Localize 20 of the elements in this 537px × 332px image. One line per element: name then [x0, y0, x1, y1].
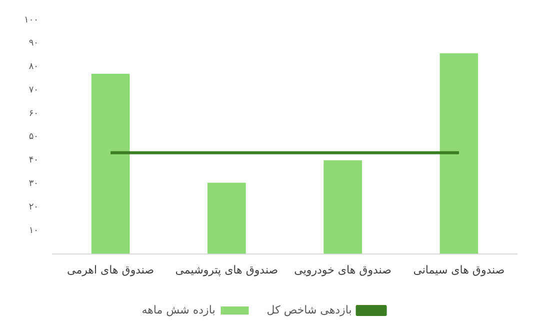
- y-tick-label: ۹۰: [28, 38, 38, 49]
- legend-label: بازده شش ماهه: [142, 303, 216, 316]
- x-tick-label: صندوق های اهرمی: [67, 263, 154, 276]
- y-tick-label: ۲۰: [28, 202, 38, 212]
- bar: [91, 74, 130, 254]
- bar: [208, 182, 246, 254]
- y-tick-label: ۶۰: [28, 108, 38, 119]
- bar: [440, 53, 478, 254]
- x-tick-label: صندوق های سیمانی: [413, 263, 505, 276]
- y-tick-label: ۸۰: [28, 62, 38, 72]
- x-tick-label: صندوق های پتروشیمی: [175, 263, 278, 276]
- y-tick-label: ۳۰: [28, 179, 38, 190]
- y-tick-label: ۵۰: [28, 132, 38, 142]
- bar: [324, 160, 362, 254]
- y-tick-label: ۷۰: [28, 85, 38, 96]
- y-tick-label: ۱۰: [28, 226, 38, 236]
- y-tick-label: ۴۰: [28, 156, 38, 166]
- y-tick-label: ۱۰۰: [24, 15, 38, 26]
- x-tick-label: صندوق های خودرویی: [294, 263, 392, 276]
- legend-label: بازدهی شاخص کل: [266, 303, 352, 316]
